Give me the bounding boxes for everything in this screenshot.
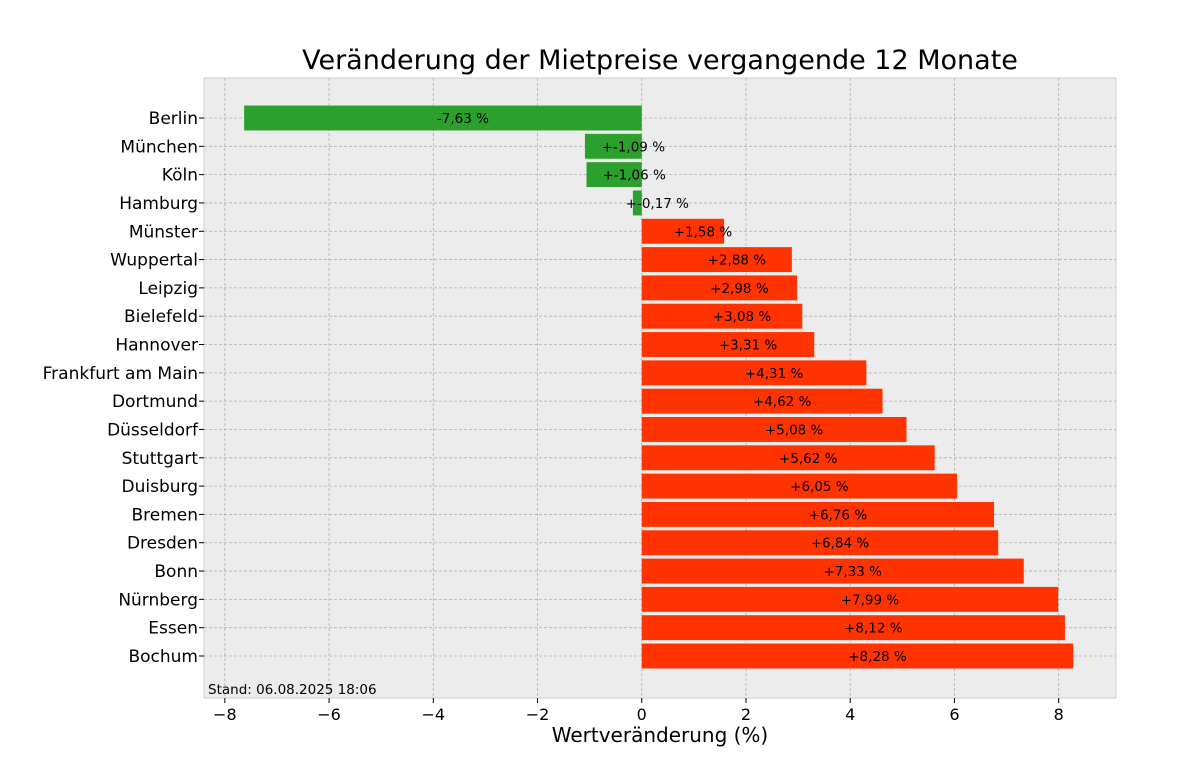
bar xyxy=(584,133,642,159)
bar xyxy=(641,501,995,527)
bar-value-label: -7,63 % xyxy=(437,111,489,127)
bar-value-label: +3,31 % xyxy=(719,338,778,354)
bar xyxy=(641,445,935,471)
bar-value-label: +-0,17 % xyxy=(626,196,690,212)
bar-value-label: +4,62 % xyxy=(753,394,812,410)
category-label: Düsseldorf xyxy=(107,420,199,440)
category-label: Münster xyxy=(129,222,198,242)
bar xyxy=(641,218,725,244)
x-tick-label: 4 xyxy=(845,705,855,724)
category-label: Bielefeld xyxy=(124,307,198,327)
x-tick-label: −2 xyxy=(526,705,550,724)
bars xyxy=(244,105,1074,669)
bar xyxy=(641,643,1074,669)
x-axis-label: Wertveränderung (%) xyxy=(552,723,769,747)
bar-value-label: +6,05 % xyxy=(790,479,849,495)
bar-value-label: +-1,09 % xyxy=(602,139,666,155)
category-label: Hamburg xyxy=(119,194,198,214)
category-label: Frankfurt am Main xyxy=(43,364,198,384)
bar-value-label: +7,99 % xyxy=(841,592,900,608)
bar-value-label: +6,76 % xyxy=(809,507,868,523)
bar-value-label: +7,33 % xyxy=(824,564,883,580)
category-label: Wuppertal xyxy=(110,251,198,271)
category-label: Hannover xyxy=(115,336,198,356)
bar-value-label: +8,12 % xyxy=(844,621,903,637)
x-tick-label: −6 xyxy=(317,705,341,724)
x-tick-label: −8 xyxy=(213,705,237,724)
bar xyxy=(641,247,792,273)
category-label: Essen xyxy=(148,619,198,639)
bar xyxy=(244,105,642,131)
x-tick-label: 6 xyxy=(949,705,959,724)
category-label: Berlin xyxy=(149,109,198,129)
category-label: München xyxy=(120,137,198,157)
bar xyxy=(632,190,642,216)
timestamp-footnote: Stand: 06.08.2025 18:06 xyxy=(208,682,377,698)
bar-value-label: +2,88 % xyxy=(708,253,767,269)
category-label: Dresden xyxy=(127,534,198,554)
bar-value-label: +-1,06 % xyxy=(602,168,666,184)
bar-value-label: +8,28 % xyxy=(848,649,907,665)
bar-value-label: +4,31 % xyxy=(745,366,804,382)
x-axis-ticks: −8 −6 −4 −2 0 2 4 6 8 xyxy=(213,698,1064,724)
bar-value-label: +5,08 % xyxy=(765,422,824,438)
bar-value-label: +6,84 % xyxy=(811,536,870,552)
category-label: Nürnberg xyxy=(118,590,198,610)
x-tick-label: 8 xyxy=(1054,705,1064,724)
chart-title: Veränderung der Mietpreise vergangende 1… xyxy=(302,45,1018,76)
bar xyxy=(641,388,883,414)
category-label: Bremen xyxy=(131,505,198,525)
x-tick-label: 2 xyxy=(741,705,751,724)
bar-value-label: +5,62 % xyxy=(779,451,838,467)
bar xyxy=(641,473,958,499)
x-tick-label: 0 xyxy=(637,705,647,724)
bar xyxy=(641,558,1024,584)
bar-value-label: +2,98 % xyxy=(710,281,769,297)
y-axis-labels: Berlin München Köln Hamburg Münster Wuppertal… xyxy=(43,109,204,667)
bar xyxy=(641,417,907,442)
x-tick-label: −4 xyxy=(422,705,446,724)
bar-value-label: +1,58 % xyxy=(674,224,733,240)
bar xyxy=(641,530,999,556)
category-label: Bochum xyxy=(128,647,198,667)
bar xyxy=(586,162,642,188)
bar xyxy=(641,586,1059,612)
category-label: Köln xyxy=(162,166,198,186)
bar xyxy=(641,275,798,301)
category-label: Bonn xyxy=(154,562,198,582)
bar xyxy=(641,332,815,357)
category-label: Leipzig xyxy=(138,279,198,299)
category-label: Duisburg xyxy=(122,477,199,497)
bar xyxy=(641,360,867,386)
category-label: Stuttgart xyxy=(122,449,199,469)
data-labels: -7,63 % +-1,09 % +-1,06 % +-0,17 % +1,58 % +2… xyxy=(437,111,907,665)
category-label: Dortmund xyxy=(112,392,198,412)
bar-value-label: +3,08 % xyxy=(713,309,772,325)
bar xyxy=(641,615,1065,641)
bar xyxy=(641,303,803,329)
